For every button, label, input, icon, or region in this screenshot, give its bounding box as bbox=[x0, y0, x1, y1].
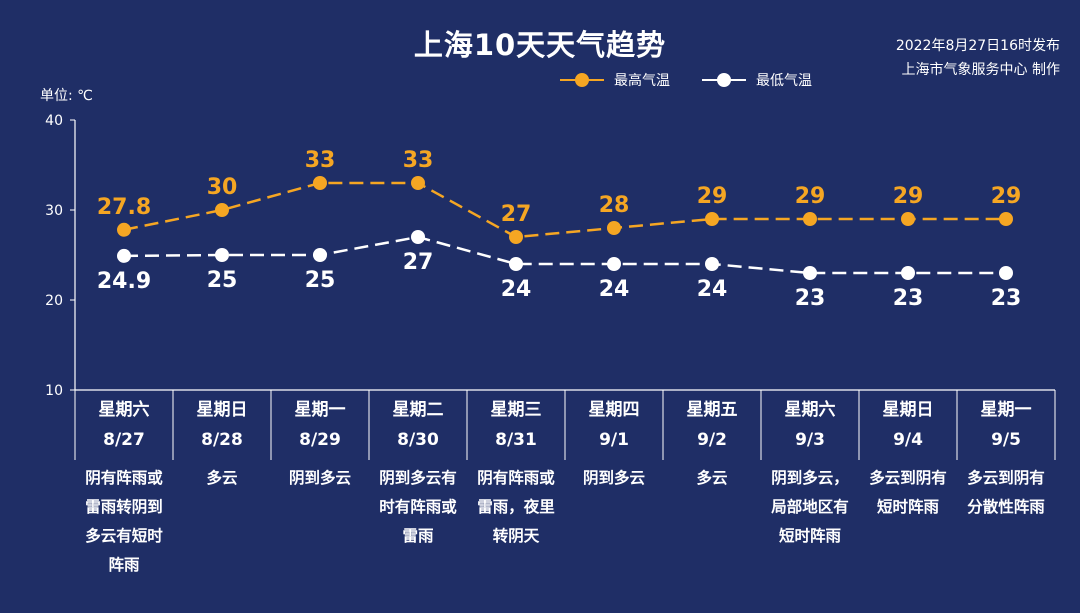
weather-description: 多云到阴有分散性阵雨 bbox=[967, 469, 1045, 516]
y-tick-label: 20 bbox=[45, 293, 63, 309]
data-point-low bbox=[411, 230, 425, 244]
weekday-label: 星期四 bbox=[588, 400, 640, 420]
data-point-high bbox=[803, 212, 817, 226]
date-label: 8/27 bbox=[103, 430, 145, 450]
date-label: 8/30 bbox=[397, 430, 439, 450]
data-label-low: 24 bbox=[501, 277, 532, 302]
chart-title: 上海10天天气趋势 bbox=[413, 28, 667, 62]
data-label-low: 24 bbox=[599, 277, 630, 302]
data-point-low bbox=[999, 266, 1013, 280]
weather-description: 阴有阵雨或雷雨转阴到多云有短时阵雨 bbox=[85, 469, 163, 574]
weekday-label: 星期五 bbox=[686, 400, 738, 420]
day-header: 星期六 8/27 bbox=[75, 395, 173, 455]
data-point-high bbox=[705, 212, 719, 226]
weekday-label: 星期六 bbox=[784, 400, 836, 420]
day-header: 星期日 9/4 bbox=[859, 395, 957, 455]
legend-swatch-high bbox=[560, 73, 604, 87]
publish-info: 2022年8月27日16时发布 上海市气象服务中心 制作 bbox=[896, 34, 1060, 82]
day-header: 星期四 9/1 bbox=[565, 395, 663, 455]
data-point-high bbox=[509, 230, 523, 244]
data-point-low bbox=[803, 266, 817, 280]
publish-time: 2022年8月27日16时发布 bbox=[895, 38, 1060, 54]
weekday-label: 星期二 bbox=[392, 400, 444, 420]
day-header: 星期三 8/31 bbox=[467, 395, 565, 455]
data-label-high: 29 bbox=[697, 184, 728, 209]
weather-description: 阴到多云有时有阵雨或雷雨 bbox=[379, 469, 457, 545]
date-label: 8/28 bbox=[201, 430, 243, 450]
y-tick-label: 30 bbox=[45, 203, 63, 219]
data-label-low: 23 bbox=[991, 286, 1022, 311]
date-label: 8/29 bbox=[299, 430, 341, 450]
date-label: 9/5 bbox=[991, 430, 1021, 450]
data-point-high bbox=[411, 176, 425, 190]
weather-description: 多云到阴有短时阵雨 bbox=[869, 469, 947, 516]
weekday-label: 星期日 bbox=[882, 400, 934, 420]
weekday-label: 星期六 bbox=[98, 400, 150, 420]
data-label-low: 25 bbox=[305, 268, 336, 293]
date-label: 9/1 bbox=[599, 430, 629, 450]
data-label-low: 24.9 bbox=[97, 269, 151, 294]
data-point-low bbox=[901, 266, 915, 280]
data-label-high: 29 bbox=[795, 184, 826, 209]
publisher: 上海市气象服务中心 制作 bbox=[901, 62, 1060, 78]
legend: 最高气温 最低气温 bbox=[560, 70, 812, 90]
y-tick-label: 40 bbox=[45, 113, 63, 129]
data-label-high: 27.8 bbox=[97, 195, 151, 220]
data-point-low bbox=[509, 257, 523, 271]
weekday-label: 星期一 bbox=[294, 400, 346, 420]
data-label-high: 33 bbox=[403, 148, 434, 173]
data-label-low: 25 bbox=[207, 268, 238, 293]
date-label: 8/31 bbox=[495, 430, 537, 450]
data-label-high: 28 bbox=[599, 193, 630, 218]
legend-swatch-low bbox=[702, 73, 746, 87]
data-label-low: 23 bbox=[795, 286, 826, 311]
weather-description: 阴到多云 bbox=[582, 469, 645, 487]
date-label: 9/3 bbox=[795, 430, 825, 450]
data-label-high: 30 bbox=[207, 175, 238, 200]
data-label-high: 33 bbox=[305, 148, 336, 173]
day-header: 星期日 8/28 bbox=[173, 395, 271, 455]
legend-item-low[interactable]: 最低气温 bbox=[702, 70, 812, 90]
data-label-high: 29 bbox=[991, 184, 1022, 209]
weather-description: 阴到多云，局部地区有短时阵雨 bbox=[771, 469, 849, 545]
data-label-high: 27 bbox=[501, 202, 532, 227]
day-header: 星期六 9/3 bbox=[761, 395, 859, 455]
data-point-high bbox=[901, 212, 915, 226]
data-point-low bbox=[117, 248, 131, 263]
data-point-high bbox=[215, 203, 229, 217]
series-line-high bbox=[123, 181, 1006, 239]
data-label-high: 29 bbox=[893, 184, 924, 209]
weekday-label: 星期三 bbox=[490, 400, 542, 420]
day-header: 星期五 9/2 bbox=[663, 395, 761, 455]
date-label: 9/4 bbox=[893, 430, 923, 450]
data-label-low: 27 bbox=[403, 250, 434, 275]
legend-label-high: 最高气温 bbox=[614, 73, 670, 89]
weather-description: 多云 bbox=[696, 469, 728, 487]
data-label-low: 23 bbox=[893, 286, 924, 311]
data-point-low bbox=[313, 248, 327, 262]
series-line-low bbox=[123, 235, 1006, 275]
weather-description: 多云 bbox=[206, 469, 238, 487]
legend-item-high[interactable]: 最高气温 bbox=[560, 70, 670, 90]
day-header: 星期一 8/29 bbox=[271, 395, 369, 455]
date-label: 9/2 bbox=[697, 430, 727, 450]
y-tick-label: 10 bbox=[45, 383, 63, 399]
data-point-high bbox=[313, 176, 327, 190]
weekday-label: 星期日 bbox=[196, 400, 248, 420]
data-label-low: 24 bbox=[697, 277, 728, 302]
y-axis-unit: 单位: ℃ bbox=[40, 88, 93, 104]
legend-label-low: 最低气温 bbox=[756, 73, 812, 89]
data-point-high bbox=[607, 221, 621, 235]
day-header: 星期二 8/30 bbox=[369, 395, 467, 455]
data-point-low bbox=[705, 257, 719, 271]
weekday-label: 星期一 bbox=[980, 400, 1032, 420]
weather-description: 阴有阵雨或雷雨，夜里转阴天 bbox=[477, 469, 555, 545]
weather-description: 阴到多云 bbox=[288, 469, 351, 487]
data-point-high bbox=[999, 212, 1013, 226]
data-point-low bbox=[607, 257, 621, 271]
data-point-low bbox=[215, 248, 229, 262]
data-point-high bbox=[117, 222, 131, 237]
day-header: 星期一 9/5 bbox=[957, 395, 1055, 455]
